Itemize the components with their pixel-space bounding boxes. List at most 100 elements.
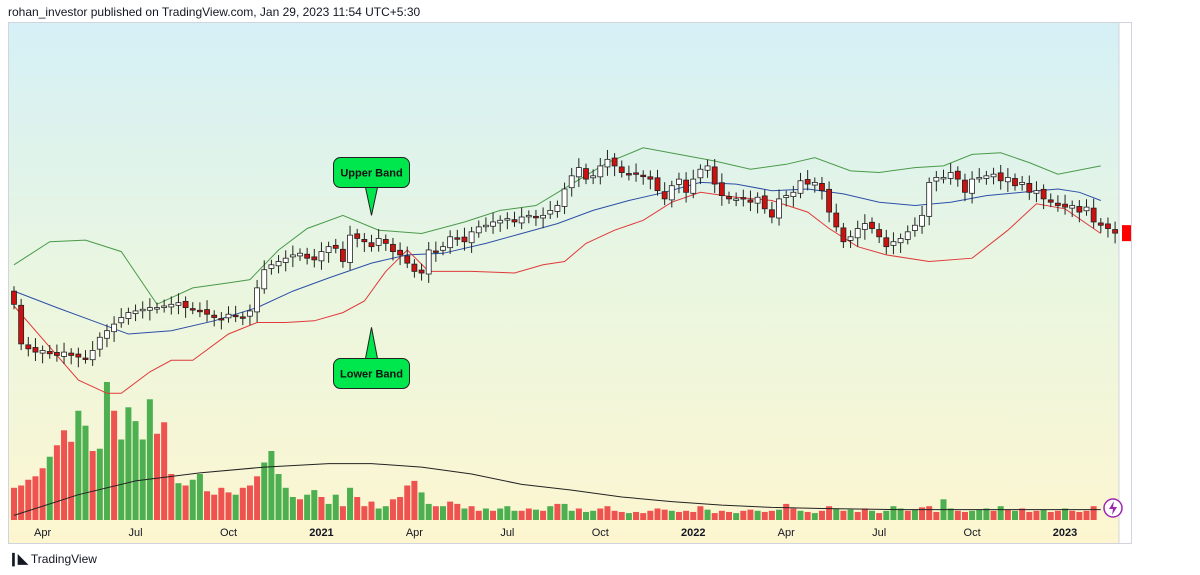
volume-bar: [89, 451, 96, 520]
candle-body: [454, 237, 461, 240]
candle: [382, 234, 389, 251]
candle-body: [182, 300, 189, 309]
brand-label: TradingView: [30, 552, 97, 566]
lightning-icon[interactable]: [1103, 498, 1123, 518]
candle: [297, 248, 303, 261]
candle: [626, 165, 632, 181]
candle: [561, 182, 568, 215]
candle-body: [690, 178, 697, 194]
candle-body: [361, 239, 368, 243]
candle: [854, 220, 861, 247]
candle: [1090, 198, 1097, 229]
candle-body: [168, 303, 175, 308]
candle-body: [204, 309, 210, 315]
candle: [397, 242, 404, 266]
volume-bar: [768, 510, 775, 520]
volume-bar: [1069, 510, 1076, 520]
candle-body: [661, 191, 668, 200]
x-tick-label: 2021: [309, 527, 333, 539]
x-tick-label: 2023: [1053, 527, 1077, 539]
candle-body: [497, 219, 504, 224]
volume-bar: [733, 513, 740, 520]
footer-brand: ❙◣ TradingView: [8, 551, 97, 567]
volume-bar: [618, 511, 625, 520]
candle-body: [797, 180, 804, 194]
volume-bar: [704, 509, 711, 520]
candle: [318, 242, 325, 270]
x-tick-label: Oct: [220, 527, 237, 539]
volume-bar: [189, 479, 196, 520]
volume-bar: [425, 503, 432, 520]
candle: [490, 212, 496, 234]
candle: [597, 158, 604, 185]
volume-bar: [1090, 506, 1097, 520]
candle-body: [640, 174, 647, 178]
annotation-label: Lower Band: [340, 369, 403, 381]
volume-bar: [404, 485, 411, 520]
candle-body: [711, 166, 718, 185]
candle: [654, 169, 661, 196]
candle-body: [1019, 182, 1026, 185]
candle-body: [926, 182, 933, 217]
candle: [325, 241, 332, 263]
volume-bar: [339, 506, 346, 520]
candle: [139, 301, 146, 319]
candle: [690, 169, 697, 199]
volume-bar: [833, 508, 840, 520]
volume-bar: [482, 508, 489, 520]
candle-body: [590, 175, 597, 179]
volume-bar: [304, 494, 311, 520]
volume-bar: [347, 487, 354, 520]
candle: [46, 345, 53, 359]
candle-body: [89, 350, 96, 361]
volume-bar: [1083, 510, 1090, 520]
candle: [661, 182, 668, 206]
candle: [475, 220, 482, 238]
volume-bar: [432, 506, 439, 520]
candle-body: [726, 196, 732, 200]
candle-body: [289, 254, 296, 258]
candle-body: [75, 353, 82, 358]
volume-bar: [525, 508, 532, 520]
candle: [518, 207, 525, 230]
candle-body: [654, 177, 661, 192]
volume-bar: [690, 511, 697, 520]
candle: [890, 232, 897, 255]
candle-body: [1097, 222, 1104, 226]
candle: [819, 176, 825, 200]
candle: [196, 302, 203, 318]
candle-body: [82, 357, 89, 360]
volume-bar: [604, 506, 611, 520]
candle-body: [883, 237, 890, 248]
volume-bar: [797, 510, 804, 520]
candle-body: [847, 236, 854, 241]
volume-bar: [697, 506, 704, 520]
lower-band-line: [13, 191, 1102, 394]
candle-body: [761, 195, 768, 210]
candle: [954, 166, 961, 187]
candle-body: [18, 304, 25, 345]
volume-bar: [468, 506, 475, 520]
volume-bar: [933, 511, 940, 520]
volume-bar: [111, 410, 118, 520]
candle-body: [1083, 206, 1090, 212]
candle: [289, 245, 296, 268]
candle: [54, 344, 60, 362]
volume-bar: [568, 510, 575, 520]
annotation-label: Upper Band: [340, 168, 402, 180]
candle-body: [132, 310, 139, 314]
candle-body: [940, 177, 947, 180]
volume-bar: [454, 503, 461, 520]
candle-body: [854, 228, 861, 239]
candle: [940, 169, 947, 184]
volume-bar: [919, 507, 926, 520]
volume-bar: [611, 510, 618, 520]
volume-bar: [103, 382, 110, 520]
candle-body: [511, 219, 518, 223]
volume-bar: [575, 508, 582, 520]
candle: [82, 350, 89, 364]
volume-bar: [1054, 510, 1061, 520]
candle: [990, 167, 997, 185]
